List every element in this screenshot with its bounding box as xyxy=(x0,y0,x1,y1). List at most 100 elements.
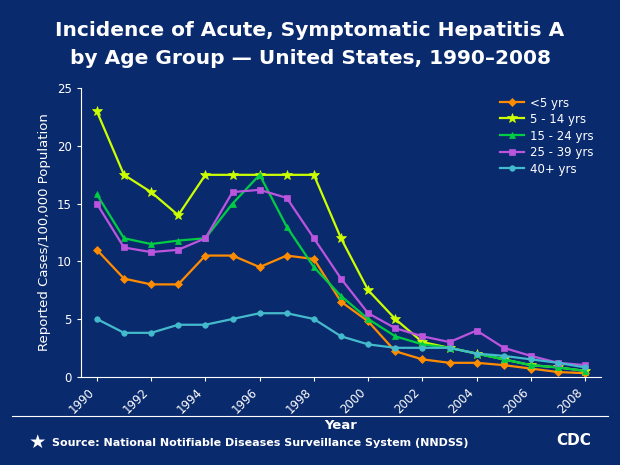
25 - 39 yrs xyxy=(175,247,182,252)
<5 yrs xyxy=(202,253,209,259)
<5 yrs xyxy=(120,276,128,281)
25 - 39 yrs xyxy=(473,328,480,333)
5 - 14 yrs xyxy=(582,368,589,374)
40+ yrs xyxy=(473,351,480,356)
25 - 39 yrs xyxy=(337,276,345,281)
15 - 24 yrs xyxy=(175,238,182,243)
Text: Source: National Notifiable Diseases Surveillance System (NNDSS): Source: National Notifiable Diseases Sur… xyxy=(52,438,469,447)
25 - 39 yrs xyxy=(229,189,236,195)
5 - 14 yrs xyxy=(365,287,372,293)
15 - 24 yrs xyxy=(582,368,589,374)
X-axis label: Year: Year xyxy=(324,419,358,432)
15 - 24 yrs xyxy=(554,365,562,370)
Text: CDC: CDC xyxy=(556,433,591,448)
15 - 24 yrs xyxy=(337,293,345,299)
<5 yrs xyxy=(365,319,372,324)
<5 yrs xyxy=(473,360,480,365)
25 - 39 yrs xyxy=(93,201,100,206)
<5 yrs xyxy=(310,256,317,262)
5 - 14 yrs xyxy=(93,109,100,114)
Text: ★: ★ xyxy=(29,433,46,452)
15 - 24 yrs xyxy=(473,351,480,356)
40+ yrs xyxy=(283,311,290,316)
40+ yrs xyxy=(337,333,345,339)
<5 yrs xyxy=(337,299,345,305)
Line: 40+ yrs: 40+ yrs xyxy=(94,311,588,370)
Text: by Age Group — United States, 1990–2008: by Age Group — United States, 1990–2008 xyxy=(69,49,551,67)
5 - 14 yrs xyxy=(527,362,534,368)
40+ yrs xyxy=(256,311,264,316)
40+ yrs xyxy=(446,345,453,351)
40+ yrs xyxy=(582,365,589,370)
15 - 24 yrs xyxy=(500,357,507,362)
25 - 39 yrs xyxy=(554,360,562,365)
15 - 24 yrs xyxy=(120,235,128,241)
25 - 39 yrs xyxy=(202,235,209,241)
40+ yrs xyxy=(175,322,182,327)
40+ yrs xyxy=(392,345,399,351)
<5 yrs xyxy=(148,282,155,287)
15 - 24 yrs xyxy=(365,316,372,322)
25 - 39 yrs xyxy=(418,333,426,339)
Line: 15 - 24 yrs: 15 - 24 yrs xyxy=(94,172,588,374)
15 - 24 yrs xyxy=(527,362,534,368)
5 - 14 yrs xyxy=(120,172,128,178)
Line: <5 yrs: <5 yrs xyxy=(94,247,588,376)
25 - 39 yrs xyxy=(256,187,264,193)
40+ yrs xyxy=(418,345,426,351)
<5 yrs xyxy=(554,369,562,375)
Legend: <5 yrs, 5 - 14 yrs, 15 - 24 yrs, 25 - 39 yrs, 40+ yrs: <5 yrs, 5 - 14 yrs, 15 - 24 yrs, 25 - 39… xyxy=(495,92,598,180)
5 - 14 yrs xyxy=(554,365,562,370)
Line: 5 - 14 yrs: 5 - 14 yrs xyxy=(92,106,590,376)
Text: Incidence of Acute, Symptomatic Hepatitis A: Incidence of Acute, Symptomatic Hepatiti… xyxy=(55,21,565,40)
5 - 14 yrs xyxy=(175,213,182,218)
25 - 39 yrs xyxy=(365,311,372,316)
40+ yrs xyxy=(93,316,100,322)
40+ yrs xyxy=(310,316,317,322)
40+ yrs xyxy=(148,330,155,336)
<5 yrs xyxy=(229,253,236,259)
15 - 24 yrs xyxy=(310,264,317,270)
25 - 39 yrs xyxy=(527,353,534,359)
40+ yrs xyxy=(500,353,507,359)
5 - 14 yrs xyxy=(202,172,209,178)
25 - 39 yrs xyxy=(392,326,399,331)
15 - 24 yrs xyxy=(283,224,290,230)
5 - 14 yrs xyxy=(418,339,426,345)
15 - 24 yrs xyxy=(392,333,399,339)
5 - 14 yrs xyxy=(392,316,399,322)
<5 yrs xyxy=(93,247,100,252)
<5 yrs xyxy=(256,264,264,270)
25 - 39 yrs xyxy=(283,195,290,201)
15 - 24 yrs xyxy=(93,192,100,197)
15 - 24 yrs xyxy=(202,235,209,241)
5 - 14 yrs xyxy=(337,235,345,241)
<5 yrs xyxy=(283,253,290,259)
<5 yrs xyxy=(500,362,507,368)
5 - 14 yrs xyxy=(473,351,480,356)
25 - 39 yrs xyxy=(500,345,507,351)
5 - 14 yrs xyxy=(229,172,236,178)
5 - 14 yrs xyxy=(500,357,507,362)
40+ yrs xyxy=(229,316,236,322)
40+ yrs xyxy=(202,322,209,327)
5 - 14 yrs xyxy=(256,172,264,178)
40+ yrs xyxy=(554,360,562,365)
Line: 25 - 39 yrs: 25 - 39 yrs xyxy=(94,186,588,369)
<5 yrs xyxy=(446,360,453,365)
40+ yrs xyxy=(120,330,128,336)
25 - 39 yrs xyxy=(120,245,128,250)
40+ yrs xyxy=(365,342,372,347)
15 - 24 yrs xyxy=(148,241,155,247)
15 - 24 yrs xyxy=(256,172,264,178)
<5 yrs xyxy=(418,357,426,362)
25 - 39 yrs xyxy=(582,362,589,368)
5 - 14 yrs xyxy=(283,172,290,178)
<5 yrs xyxy=(582,371,589,376)
25 - 39 yrs xyxy=(446,339,453,345)
<5 yrs xyxy=(527,366,534,372)
Y-axis label: Reported Cases/100,000 Population: Reported Cases/100,000 Population xyxy=(38,113,51,352)
5 - 14 yrs xyxy=(446,345,453,351)
15 - 24 yrs xyxy=(229,201,236,206)
<5 yrs xyxy=(175,282,182,287)
